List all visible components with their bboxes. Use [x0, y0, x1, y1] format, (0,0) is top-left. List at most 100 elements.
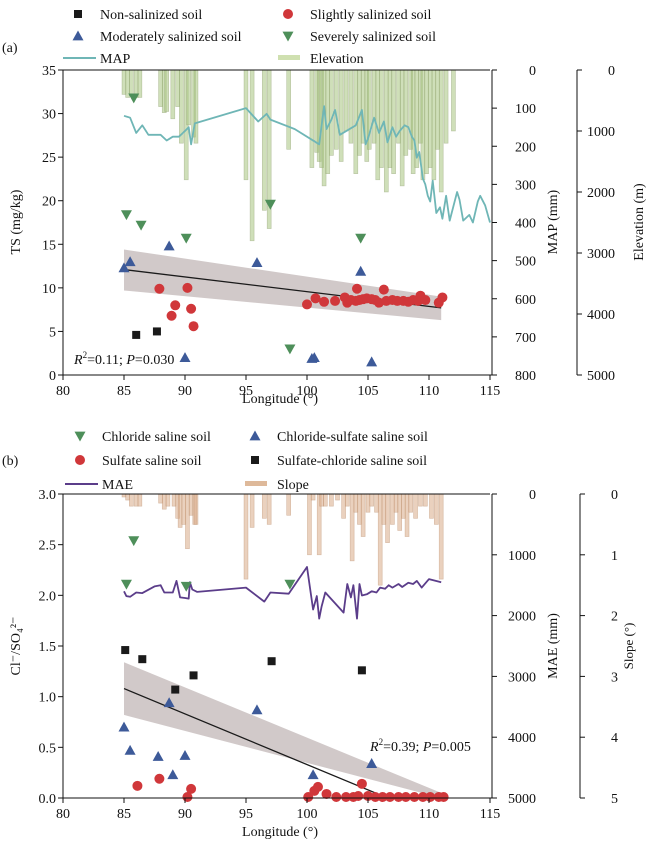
bar [343, 69, 349, 132]
bar [165, 493, 171, 507]
legend-item: MAP [63, 52, 131, 67]
x-tick-label: 110 [419, 384, 439, 399]
panel-b-axes: 80 85 90 95 100 105 110 1150.00.51.01.52.02.53.… [39, 488, 619, 822]
legend-label: Sulfate-chloride saline soil [277, 454, 427, 469]
bar [348, 69, 354, 144]
elevation-axis-label: Elevation (m) [632, 183, 647, 261]
confidence-band [124, 662, 442, 798]
data-point [170, 300, 181, 311]
legend-item: Moderately salinized soil [72, 30, 242, 45]
x-tick-label: 100 [297, 807, 318, 822]
bar [129, 493, 134, 507]
legend-item: Elevation [278, 52, 364, 67]
legend-item: Severely salinized soil [282, 30, 436, 45]
data-point [120, 579, 132, 590]
secondary-tick-label: 300 [515, 178, 536, 193]
bar [164, 69, 169, 112]
legend-marker [75, 455, 85, 465]
data-point [308, 352, 320, 362]
bar [434, 493, 439, 525]
x-axis-label-b: Longitude (°) [242, 825, 318, 840]
data-point [330, 295, 341, 306]
data-point [264, 199, 276, 210]
y-tick-label: 25 [42, 151, 56, 166]
legend-item: Sulfate saline soil [75, 454, 202, 469]
data-point [393, 791, 404, 802]
legend-item: Slope [245, 478, 309, 493]
bar [310, 493, 316, 501]
secondary-tick-label: 1 [611, 549, 618, 564]
x-tick-label: 80 [56, 384, 70, 399]
elevation-bars [121, 69, 456, 242]
data-point [186, 783, 197, 794]
y-tick-label: 30 [42, 108, 56, 123]
regression-line [123, 687, 388, 799]
bar [403, 69, 409, 156]
secondary-tick-label: 400 [515, 217, 536, 232]
bar [369, 493, 374, 507]
legend-bar-swatch [278, 55, 300, 60]
x-tick-label: 80 [56, 807, 70, 822]
y-tick-label: 0 [49, 369, 56, 384]
legend-item: Chloride saline soil [74, 430, 211, 445]
data-point [154, 283, 165, 294]
regression-stats-b: R2=0.39; P=0.005 [369, 737, 471, 755]
panel-a-axes: 80 85 90 95 100 105 110 115 0 5 10 15 20 25 30 35 0 100 20… [42, 64, 615, 399]
legend-label: Severely salinized soil [310, 30, 436, 45]
legend-label: Sulfate saline soil [102, 454, 202, 469]
data-point [356, 778, 367, 789]
bar [429, 493, 434, 519]
bar [423, 493, 428, 507]
panel-b-points [118, 536, 449, 802]
bar [186, 69, 191, 126]
regression-stats-a: R2=0.11; P=0.030 [73, 350, 174, 368]
bar [344, 493, 350, 507]
legend-bar-swatch [245, 481, 267, 486]
secondary-tick-label: 1000 [508, 549, 536, 564]
data-point [138, 655, 147, 664]
secondary-tick-label: 800 [515, 369, 536, 384]
secondary-tick-label: 3 [611, 670, 618, 685]
bar [322, 493, 328, 507]
x-tick-label: 100 [297, 384, 318, 399]
bar [438, 493, 444, 580]
data-point [188, 321, 199, 332]
secondary-tick-label: 2 [611, 610, 618, 625]
data-point [179, 352, 191, 362]
data-point [251, 257, 263, 267]
x-tick-label: 85 [117, 384, 131, 399]
x-tick-label: 105 [358, 384, 379, 399]
secondary-tick-label: 0 [529, 64, 536, 79]
mae-axis-label: MAE (mm) [546, 613, 561, 679]
bar [261, 69, 267, 211]
bar [261, 493, 267, 519]
data-point [128, 93, 140, 104]
secondary-tick-label: 5000 [508, 792, 536, 807]
data-point [163, 240, 175, 251]
data-point [384, 791, 395, 802]
data-point [302, 299, 312, 310]
data-point [319, 296, 330, 307]
data-point [166, 310, 177, 321]
data-point [307, 769, 319, 780]
data-point [152, 750, 164, 761]
bar [309, 69, 315, 168]
panel-a-points [118, 93, 448, 367]
data-point [312, 781, 323, 792]
data-point [179, 749, 191, 760]
secondary-tick-label: 700 [515, 331, 536, 346]
data-point [152, 327, 161, 336]
bar [286, 493, 292, 516]
data-point [163, 697, 175, 708]
bar [418, 493, 423, 507]
secondary-tick-label: 3000 [587, 247, 615, 262]
secondary-tick-label: 0 [608, 64, 615, 79]
legend-label: Chloride saline soil [102, 430, 211, 445]
data-point [321, 788, 332, 799]
secondary-tick-label: 4 [611, 731, 618, 746]
y-tick-label: 1.5 [39, 640, 57, 655]
bar [385, 493, 390, 543]
bar [193, 69, 199, 144]
data-point [118, 262, 130, 273]
